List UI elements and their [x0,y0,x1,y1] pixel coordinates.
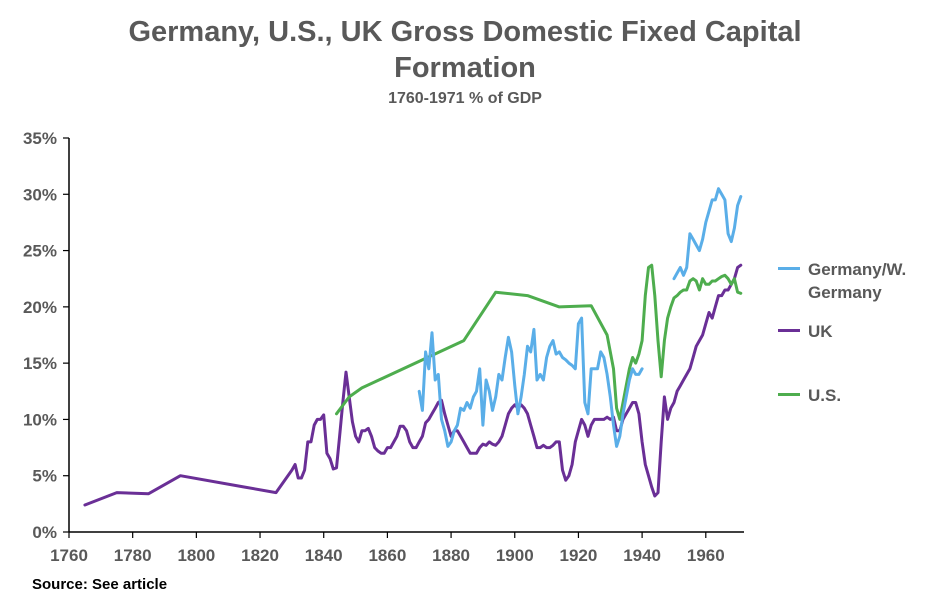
legend-swatch-uk [778,329,800,332]
x-tick-label: 1920 [560,546,598,565]
legend-swatch-germany [778,267,800,270]
x-tick-label: 1900 [496,546,534,565]
y-tick-label: 30% [23,185,57,204]
x-tick-label: 1760 [50,546,88,565]
x-tick-label: 1820 [241,546,279,565]
legend-swatch-us [778,393,800,396]
series-line-uk [83,263,743,507]
x-tick-label: 1800 [177,546,215,565]
x-tick-label: 1960 [687,546,725,565]
chart-title: Germany, U.S., UK Gross Domestic Fixed C… [90,14,840,86]
chart-subtitle: 1760-1971 % of GDP [388,90,542,107]
chart-title-line-2: Formation [394,52,536,84]
series-layer [83,187,743,507]
chart-title-line-1: Germany, U.S., UK Gross Domestic Fixed C… [128,16,802,48]
x-tick-label: 1860 [368,546,406,565]
legend-label-germany-line-1: Germany/W. [808,260,907,279]
y-tick-label: 10% [23,410,57,429]
series-line-u-s [335,263,743,421]
y-tick-label: 15% [23,354,57,373]
y-tick-label: 35% [23,129,57,148]
y-axis: 0% 5% 10% 15% 20% 25% 30% 35% [23,129,70,542]
legend-label-uk: UK [808,322,833,341]
y-tick-label: 5% [32,467,57,486]
x-tick-label: 1840 [305,546,343,565]
y-tick-label: 25% [23,242,57,261]
legend-label-germany: Germany/W. Germany [808,258,906,304]
x-axis: 1760 1780 1800 1820 1840 1860 1880 1900 1920 1940… [50,531,744,565]
series-line-germany-w-germany [417,316,644,448]
y-tick-label: 20% [23,298,57,317]
x-tick-label: 1780 [114,546,152,565]
x-tick-label: 1940 [623,546,661,565]
source-note: Source: See article [32,576,168,593]
legend-label-us: U.S. [808,386,842,405]
y-tick-label: 0% [32,523,57,542]
legend-label-germany-line-2: Germany [808,283,882,302]
series-line-germany-w-germany [672,187,743,281]
x-tick-label: 1880 [432,546,470,565]
